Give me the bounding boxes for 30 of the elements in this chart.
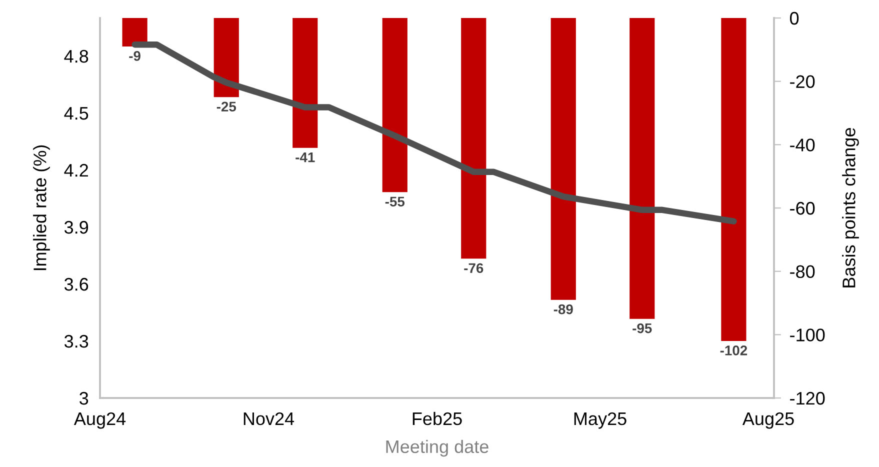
y-tick-label: 4.8 [64, 50, 88, 63]
y-tick-label: 4.5 [64, 107, 88, 120]
data-label: -95 [632, 323, 652, 334]
x-axis-title: Meeting date [386, 440, 488, 457]
data-label: -55 [385, 196, 405, 207]
data-label: -102 [720, 346, 748, 356]
y-tick-label: 3 [80, 392, 88, 405]
data-label: -89 [554, 304, 573, 314]
x-tick-label: May25 [574, 412, 626, 429]
data-label: -41 [296, 152, 315, 162]
y2-tick-label: 0 [790, 12, 799, 25]
y2-tick-label: -80 [790, 265, 815, 278]
y2-tick-label: -40 [790, 138, 815, 152]
y-axis-title: Implied rate (%) [33, 145, 50, 270]
y2-axis-title: Basis points change [842, 128, 859, 288]
y2-tick-label: -20 [790, 75, 815, 88]
y-tick-label: 3.6 [64, 278, 88, 291]
data-label: -9 [129, 51, 140, 61]
data-label: -76 [464, 263, 484, 274]
x-tick-label: Nov24 [244, 412, 294, 426]
x-tick-label: Aug24 [74, 412, 126, 429]
y2-tick-label: -100 [790, 328, 825, 342]
y-tick-label: 4.2 [64, 164, 88, 177]
y2-tick-label: -120 [790, 392, 825, 405]
y2-tick-label: -60 [790, 202, 815, 215]
data-label: -25 [216, 102, 236, 112]
x-tick-label: Aug25 [742, 412, 794, 429]
y-tick-label: 3.3 [64, 334, 88, 348]
y-tick-label: 3.9 [64, 220, 88, 234]
x-tick-label: Feb25 [412, 412, 462, 426]
